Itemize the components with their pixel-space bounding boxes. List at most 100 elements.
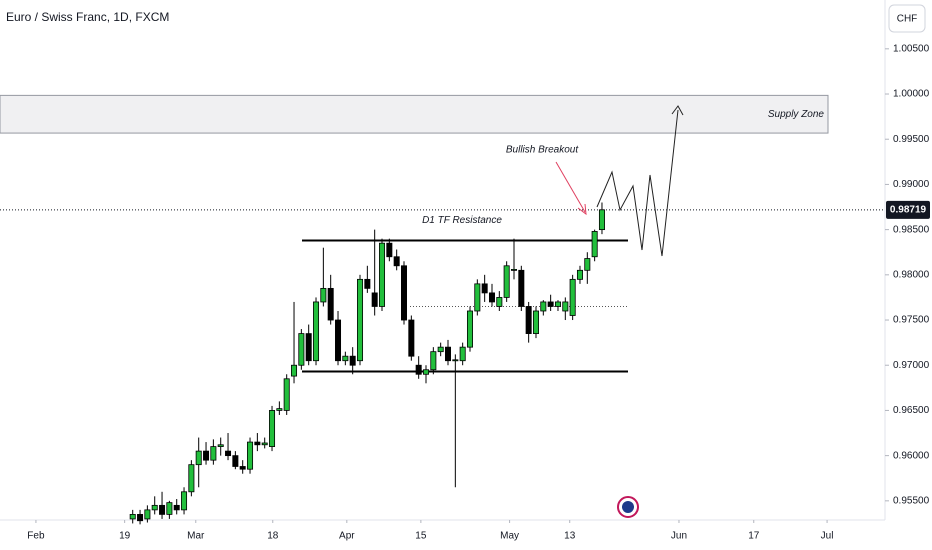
candle-body	[364, 278, 371, 289]
candle-body	[210, 446, 217, 461]
candle-body	[503, 265, 510, 298]
candle-body	[327, 287, 334, 321]
candle-body	[159, 504, 166, 515]
x-tick-label: Feb	[27, 531, 45, 542]
candle-body	[298, 333, 305, 366]
breakout-arrowhead	[577, 203, 587, 216]
x-tick-label: 13	[564, 531, 576, 542]
candle-body	[166, 502, 173, 515]
candle-body	[342, 355, 349, 362]
candle-body	[335, 319, 342, 362]
x-tick-label: May	[500, 531, 519, 542]
breakout-label: Bullish Breakout	[506, 145, 579, 156]
candle-body	[474, 283, 481, 312]
candle-body	[452, 359, 459, 362]
supply-zone-label: Supply Zone	[768, 109, 825, 120]
breakout-arrow	[555, 161, 586, 213]
candle-body	[232, 455, 239, 467]
projection-arrowhead	[671, 105, 684, 116]
candle-body	[188, 464, 195, 493]
x-tick-label: Apr	[339, 531, 355, 542]
y-tick-label: 0.97000	[893, 360, 930, 371]
x-tick-label: Mar	[187, 531, 205, 542]
candle-body	[525, 306, 532, 334]
candle-body	[371, 292, 378, 307]
candle-body	[357, 278, 364, 362]
candle-body	[408, 319, 415, 357]
candle-body	[261, 442, 268, 446]
candle-body	[444, 346, 451, 362]
x-tick-label: Jul	[821, 531, 834, 542]
candle-body	[415, 364, 422, 375]
candle-body	[291, 364, 298, 377]
y-tick-label: 1.00500	[893, 43, 930, 54]
candle-body	[203, 450, 210, 461]
candle-body	[488, 292, 495, 303]
y-tick-label: 1.00000	[893, 89, 930, 100]
x-tick-label: 18	[267, 531, 279, 542]
candle-body	[269, 410, 276, 447]
candle-body	[283, 378, 290, 411]
y-tick-label: 0.98000	[893, 269, 930, 280]
candle-body	[459, 346, 466, 362]
x-tick-label: 15	[415, 531, 427, 542]
chart-title: Euro / Swiss Franc, 1D, FXCM	[6, 10, 169, 24]
candle-body	[247, 441, 254, 470]
candle-body	[584, 258, 591, 271]
candle-body	[540, 301, 547, 312]
candle-body	[254, 441, 261, 446]
candle-body	[437, 346, 444, 353]
y-tick-label: 0.97500	[893, 315, 930, 326]
candle-body	[576, 269, 583, 280]
candle-body	[401, 265, 408, 321]
x-tick-label: 19	[119, 531, 131, 542]
candle-body	[393, 256, 400, 267]
candle-body	[129, 513, 136, 520]
candle-body	[423, 369, 430, 375]
y-tick-label: 0.96500	[893, 405, 930, 416]
candle-body	[217, 444, 224, 447]
currency-label[interactable]: CHF	[897, 14, 918, 25]
candle-body	[144, 509, 151, 520]
candle-body	[547, 301, 554, 307]
y-tick-label: 0.99500	[893, 134, 930, 145]
last-price-label: 0.98719	[890, 204, 927, 215]
candle-body	[313, 301, 320, 362]
candle-body	[510, 269, 517, 271]
candle-body	[598, 209, 605, 231]
candle-body	[305, 333, 312, 362]
candle-body	[569, 278, 576, 316]
currency-button[interactable]	[888, 4, 926, 33]
candle-body	[466, 310, 473, 348]
candle-body	[554, 301, 561, 307]
y-tick-label: 0.96000	[893, 450, 930, 461]
candle-body	[481, 283, 488, 294]
candle-body	[181, 491, 188, 511]
supply-zone	[0, 94, 829, 134]
candle-body	[430, 351, 437, 371]
candle-body	[349, 355, 356, 366]
y-tick-label: 0.99000	[893, 179, 930, 190]
candle-body	[276, 408, 283, 411]
candle-body	[320, 287, 327, 303]
candle-body	[151, 504, 158, 511]
x-tick-label: 17	[748, 531, 760, 542]
candle-body	[518, 269, 525, 307]
last-price-badge	[886, 200, 930, 219]
resistance-label: D1 TF Resistance	[422, 215, 502, 226]
y-tick-label: 0.95500	[893, 495, 930, 506]
projection-path	[596, 109, 679, 257]
candle-body	[562, 301, 569, 312]
candle-body	[591, 231, 598, 258]
y-tick-label: 0.98500	[893, 224, 930, 235]
candle-body	[239, 466, 246, 470]
candle-body	[386, 242, 393, 258]
candle-body	[225, 450, 232, 457]
event-icon-inner[interactable]	[622, 501, 634, 513]
candle-body	[137, 513, 144, 522]
candle-body	[379, 242, 386, 307]
candle-body	[496, 297, 503, 307]
candle-body	[532, 310, 539, 334]
candle-body	[173, 504, 180, 511]
